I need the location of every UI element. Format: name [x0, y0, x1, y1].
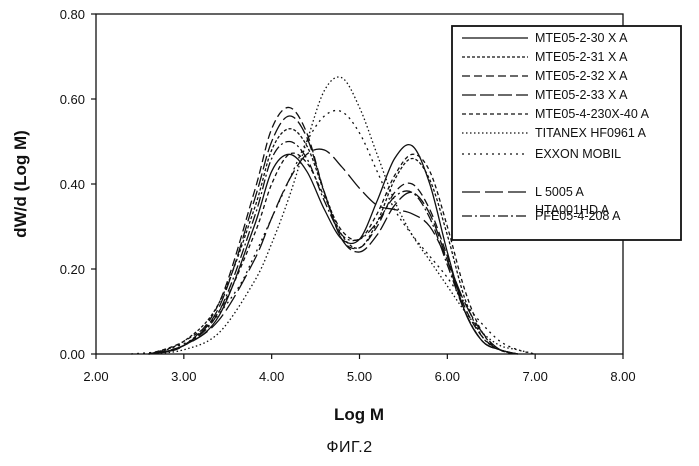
- x-tick-label: 6.00: [435, 369, 460, 384]
- y-tick-labels: 0.00 0.20 0.40 0.60 0.80: [60, 7, 85, 362]
- y-axis-title: dW/d (Log M): [11, 130, 30, 238]
- x-tick-label: 8.00: [610, 369, 635, 384]
- legend-label-mte05-2-31-x-a: MTE05-2-31 X A: [535, 50, 628, 64]
- x-tick-label: 3.00: [171, 369, 196, 384]
- figure-caption: ФИГ.2: [0, 439, 699, 457]
- x-tick-label: 2.00: [83, 369, 108, 384]
- x-tick-label: 4.00: [259, 369, 284, 384]
- legend-continuation-label: HTA001HD A: [535, 203, 610, 217]
- y-tick-label: 0.00: [60, 347, 85, 362]
- x-tick-labels: 2.00 3.00 4.00 5.00 6.00 7.00 8.00: [83, 369, 635, 384]
- y-tick-label: 0.20: [60, 262, 85, 277]
- y-tick-label: 0.80: [60, 7, 85, 22]
- legend-label-mte05-2-30-x-a: MTE05-2-30 X A: [535, 31, 628, 45]
- x-tick-label: 5.00: [347, 369, 372, 384]
- x-axis-title: Log M: [334, 405, 384, 424]
- legend: MTE05-2-30 X A MTE05-2-31 X A MTE05-2-32 X…: [452, 26, 681, 240]
- legend-label-mte05-4-230x-40-a: MTE05-4-230X-40 A: [535, 107, 650, 121]
- legend-label-mte05-2-33-x-a: MTE05-2-33 X A: [535, 88, 628, 102]
- legend-label-titanex-hf0961-a: TITANEX HF0961 A: [535, 126, 647, 140]
- legend-label-exxon-mobil: EXXON MOBIL: [535, 147, 621, 161]
- x-tick-label: 7.00: [523, 369, 548, 384]
- legend-label-l-5005-a: L 5005 A: [535, 185, 585, 199]
- legend-label-mte05-2-32-x-a: MTE05-2-32 X A: [535, 69, 628, 83]
- y-tick-label: 0.60: [60, 92, 85, 107]
- y-tick-label: 0.40: [60, 177, 85, 192]
